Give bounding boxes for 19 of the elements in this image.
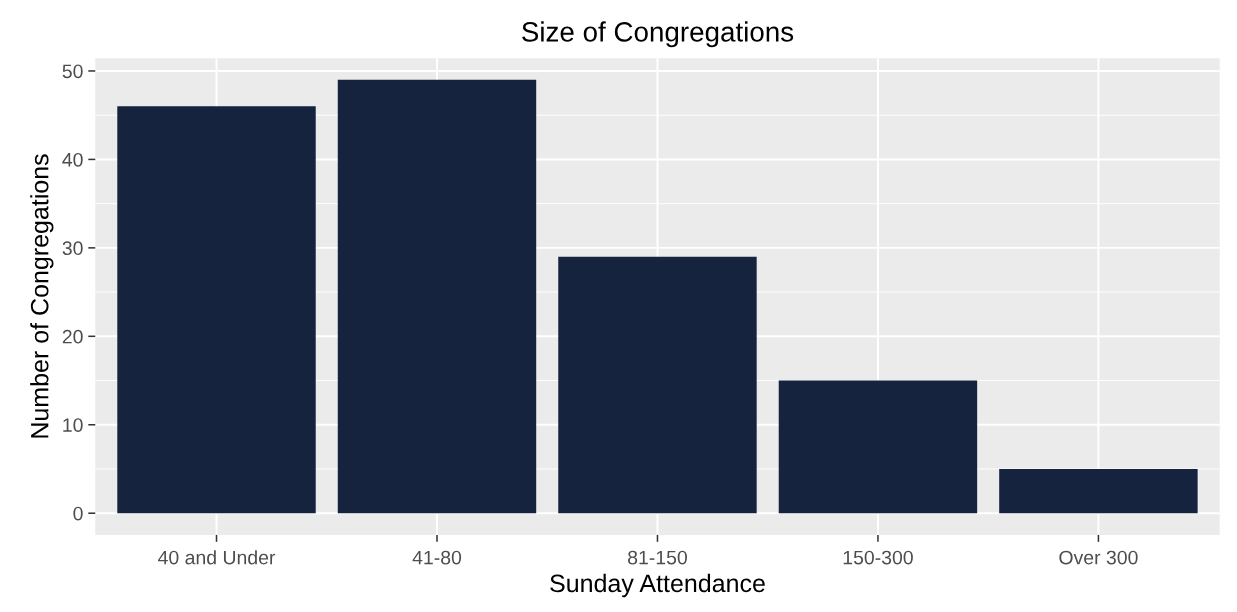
y-axis-title: Number of Congregations <box>30 154 54 438</box>
y-tick-label: 10 <box>63 418 83 432</box>
bar <box>999 468 1198 514</box>
x-tick-label: 150-300 <box>843 550 913 565</box>
bar <box>337 79 537 514</box>
x-tick-label: 40 and Under <box>158 550 276 565</box>
y-tick-label: 20 <box>62 329 83 344</box>
x-tick-label: 81-150 <box>628 550 687 565</box>
x-tick-label: Over 300 <box>1059 550 1138 565</box>
y-tick-label: 0 <box>73 506 83 521</box>
x-axis-title: Sunday Attendance <box>550 573 765 598</box>
bar <box>778 380 978 514</box>
bar <box>117 106 316 514</box>
chart-title: Size of Congregations <box>522 21 794 48</box>
bar <box>558 256 757 514</box>
y-tick-label: 50 <box>62 64 83 79</box>
y-tick-label: 40 <box>62 152 83 167</box>
x-tick-label: 41-80 <box>412 550 462 565</box>
y-tick-label: 30 <box>62 241 83 256</box>
